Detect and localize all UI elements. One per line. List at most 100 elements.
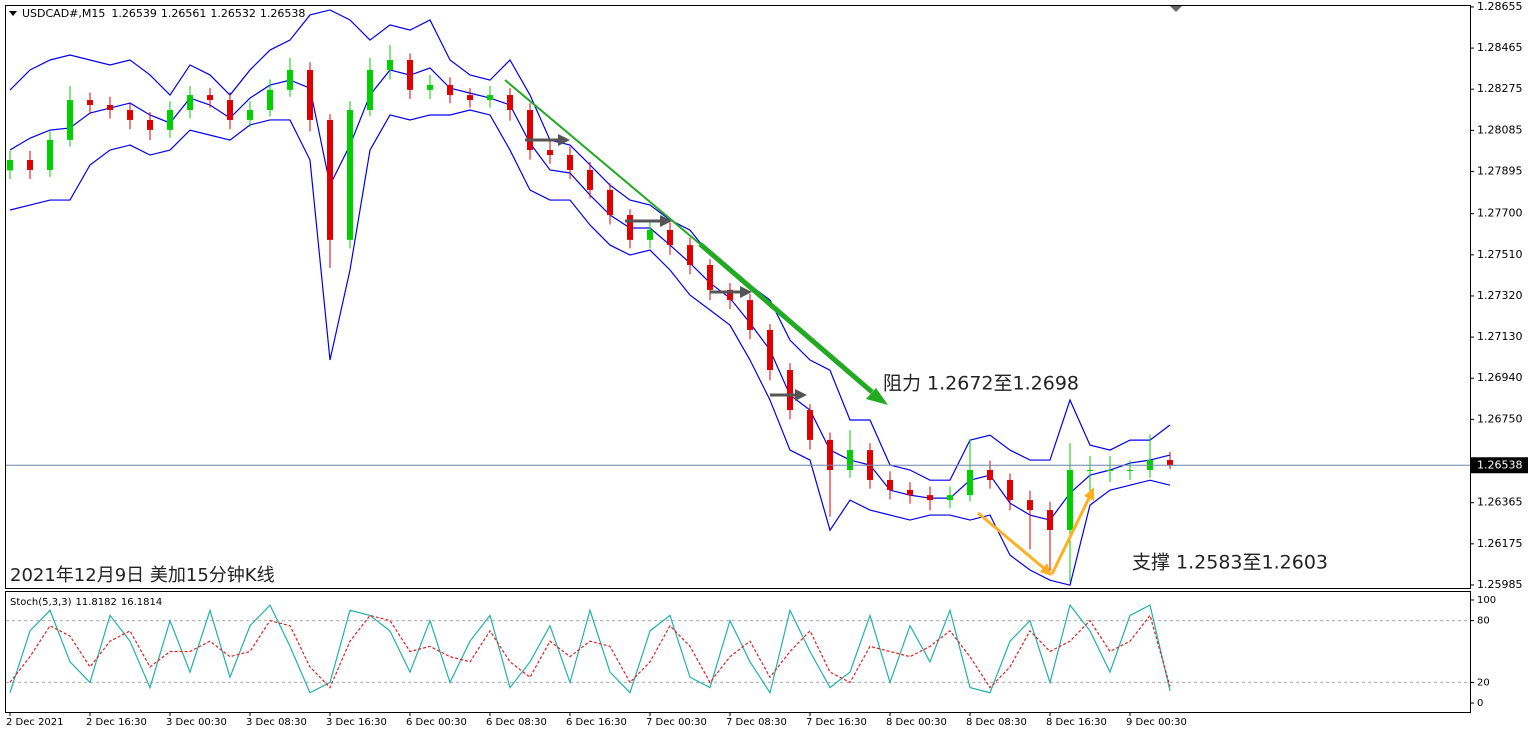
- stoch-signal: 16.1814: [121, 597, 162, 608]
- resistance-note: 阻力 1.2672至1.2698: [883, 373, 1079, 395]
- gray-arrows: [525, 138, 797, 397]
- support-arrow: [977, 511, 1047, 572]
- last-price-box: [1471, 457, 1528, 474]
- candle-body: [887, 479, 893, 490]
- bollinger-band: [9, 109, 1171, 586]
- candle-body: [367, 69, 373, 110]
- candle-body: [347, 109, 353, 240]
- header-open: 1.26539: [111, 7, 157, 20]
- gray-arrowhead: [660, 215, 672, 227]
- shift-marker: [1170, 6, 1182, 12]
- candle-body: [1067, 470, 1073, 530]
- x-tick-label: 6 Dec 08:30: [486, 717, 547, 728]
- candle-body: [707, 265, 713, 290]
- candle-body: [87, 100, 93, 106]
- x-tick-label: 7 Dec 16:30: [806, 717, 867, 728]
- x-tick-label: 7 Dec 00:30: [646, 717, 707, 728]
- y-tick-label: 1.27320: [1477, 289, 1523, 302]
- candle-body: [227, 100, 233, 120]
- y-tick-label: 20: [1477, 677, 1490, 688]
- x-tick-label: 3 Dec 16:30: [326, 717, 387, 728]
- header-close: 1.26538: [260, 7, 306, 20]
- gray-arrowhead: [740, 286, 752, 298]
- trend-line: [504, 79, 701, 245]
- candle-body: [467, 95, 473, 101]
- candle-body: [507, 95, 513, 110]
- candle-body: [7, 160, 13, 171]
- support-arrowhead: [1084, 487, 1094, 501]
- symbol: USDCAD#,M15: [22, 7, 105, 20]
- x-tick-label: 6 Dec 16:30: [566, 717, 627, 728]
- candle-body: [827, 439, 833, 471]
- candle-body: [987, 470, 993, 480]
- stoch-main: 11.8182: [75, 597, 116, 608]
- x-tick-label: 7 Dec 08:30: [726, 717, 787, 728]
- stoch-title: Stoch(5,3,3): [10, 597, 72, 608]
- candle-body: [947, 495, 953, 501]
- main-header: USDCAD#,M15 1.26539 1.26561 1.26532 1.26538: [22, 7, 305, 20]
- stoch-header: Stoch(5,3,3) 11.8182 16.1814: [10, 597, 162, 608]
- y-tick-label: 1.27510: [1477, 248, 1523, 261]
- candle-body: [747, 300, 753, 330]
- trend-arrowhead: [866, 388, 888, 405]
- candle-body: [1167, 460, 1173, 466]
- candle-body: [307, 69, 313, 120]
- x-tick-label: 8 Dec 16:30: [1046, 717, 1107, 728]
- x-tick-label: 8 Dec 08:30: [966, 717, 1027, 728]
- candle-body: [487, 95, 493, 101]
- stoch-line: [9, 614, 1171, 689]
- candle-body: [667, 229, 673, 246]
- candle-body: [787, 369, 793, 411]
- chart-caption: 2021年12月9日 美加15分钟K线: [10, 565, 275, 586]
- candle-body: [47, 139, 53, 170]
- candle-body: [327, 119, 333, 240]
- candle-body: [567, 155, 573, 170]
- candle-body: [267, 89, 273, 110]
- y-tick-label: 80: [1477, 616, 1490, 627]
- x-tick-label: 2 Dec 2021: [6, 717, 64, 728]
- last-price-label: 1.26538: [1477, 458, 1523, 471]
- candle-body: [967, 470, 973, 496]
- candle-body: [447, 84, 453, 96]
- candle-body: [527, 109, 533, 151]
- y-tick-label: 1.27895: [1477, 164, 1523, 177]
- candle-body: [247, 109, 253, 120]
- candle-body: [1127, 470, 1133, 472]
- candle-body: [907, 489, 913, 496]
- support-note: 支撑 1.2583至1.2603: [1132, 552, 1328, 574]
- x-tick-label: 3 Dec 00:30: [166, 717, 227, 728]
- y-tick-label: 1.25985: [1477, 578, 1523, 591]
- main-panel: [5, 5, 1471, 589]
- y-tick-label: 100: [1477, 595, 1496, 606]
- candle-body: [107, 105, 113, 110]
- y-tick-label: 1.28655: [1477, 0, 1523, 13]
- candle-body: [547, 150, 553, 156]
- y-tick-label: 1.26940: [1477, 371, 1523, 384]
- candle-body: [1087, 470, 1093, 472]
- y-tick-label: 1.27700: [1477, 207, 1523, 220]
- candle-body: [807, 410, 813, 440]
- y-tick-label: 1.26365: [1477, 496, 1523, 509]
- candle-body: [167, 109, 173, 130]
- candle-body: [1047, 510, 1053, 530]
- candle-body: [207, 95, 213, 101]
- candle-body: [587, 169, 593, 190]
- candle-body: [67, 100, 73, 140]
- x-tick-label: 3 Dec 08:30: [246, 717, 307, 728]
- candle-body: [767, 329, 773, 370]
- y-tick-label: 1.28275: [1477, 82, 1523, 95]
- y-tick-label: 0: [1477, 698, 1483, 709]
- trend-line: [698, 242, 874, 394]
- candle-body: [607, 189, 613, 215]
- candle-body: [387, 59, 393, 70]
- candle-body: [407, 59, 413, 90]
- y-tick-label: 1.26750: [1477, 412, 1523, 425]
- candle-body: [287, 69, 293, 90]
- candle-body: [1007, 479, 1013, 501]
- stoch-line: [9, 603, 1171, 695]
- support-arrowhead: [1040, 563, 1052, 576]
- menu-triangle: [9, 11, 17, 16]
- plot: 1.28655 1.28465 1.28275 1.28085 1.27895 1.277…: [6, 0, 1528, 728]
- candle-body: [427, 84, 433, 90]
